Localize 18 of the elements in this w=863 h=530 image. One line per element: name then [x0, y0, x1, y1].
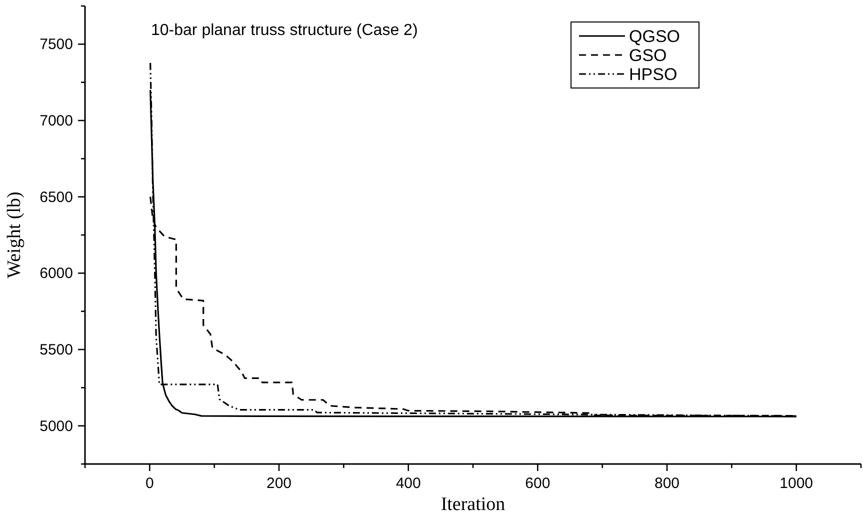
- x-tick-label: 800: [654, 475, 680, 492]
- y-tick-label: 6000: [40, 265, 73, 282]
- legend-label: QGSO: [629, 27, 680, 46]
- text: 10-bar planar truss structure (Case 2): [151, 22, 418, 39]
- y-tick-label: 5500: [40, 342, 73, 358]
- y-tick-label: 5000: [40, 418, 73, 435]
- y-tick-label: 6500: [40, 188, 73, 206]
- legend-label: HPSO: [629, 65, 678, 84]
- x-tick-label: 600: [525, 475, 550, 492]
- x-tick-label: 400: [396, 475, 421, 492]
- x-axis-title: Iteration: [440, 494, 506, 515]
- y-tick-label: 7500: [40, 36, 73, 54]
- y-axis-title: Weight (lb): [4, 192, 25, 278]
- x-tick-label: 1000: [780, 475, 814, 492]
- y-tick-label: 7000: [40, 112, 73, 130]
- x-tick-label: 200: [266, 475, 292, 492]
- x-tick-label: 0: [145, 475, 154, 492]
- legend-label: GSO: [629, 46, 667, 65]
